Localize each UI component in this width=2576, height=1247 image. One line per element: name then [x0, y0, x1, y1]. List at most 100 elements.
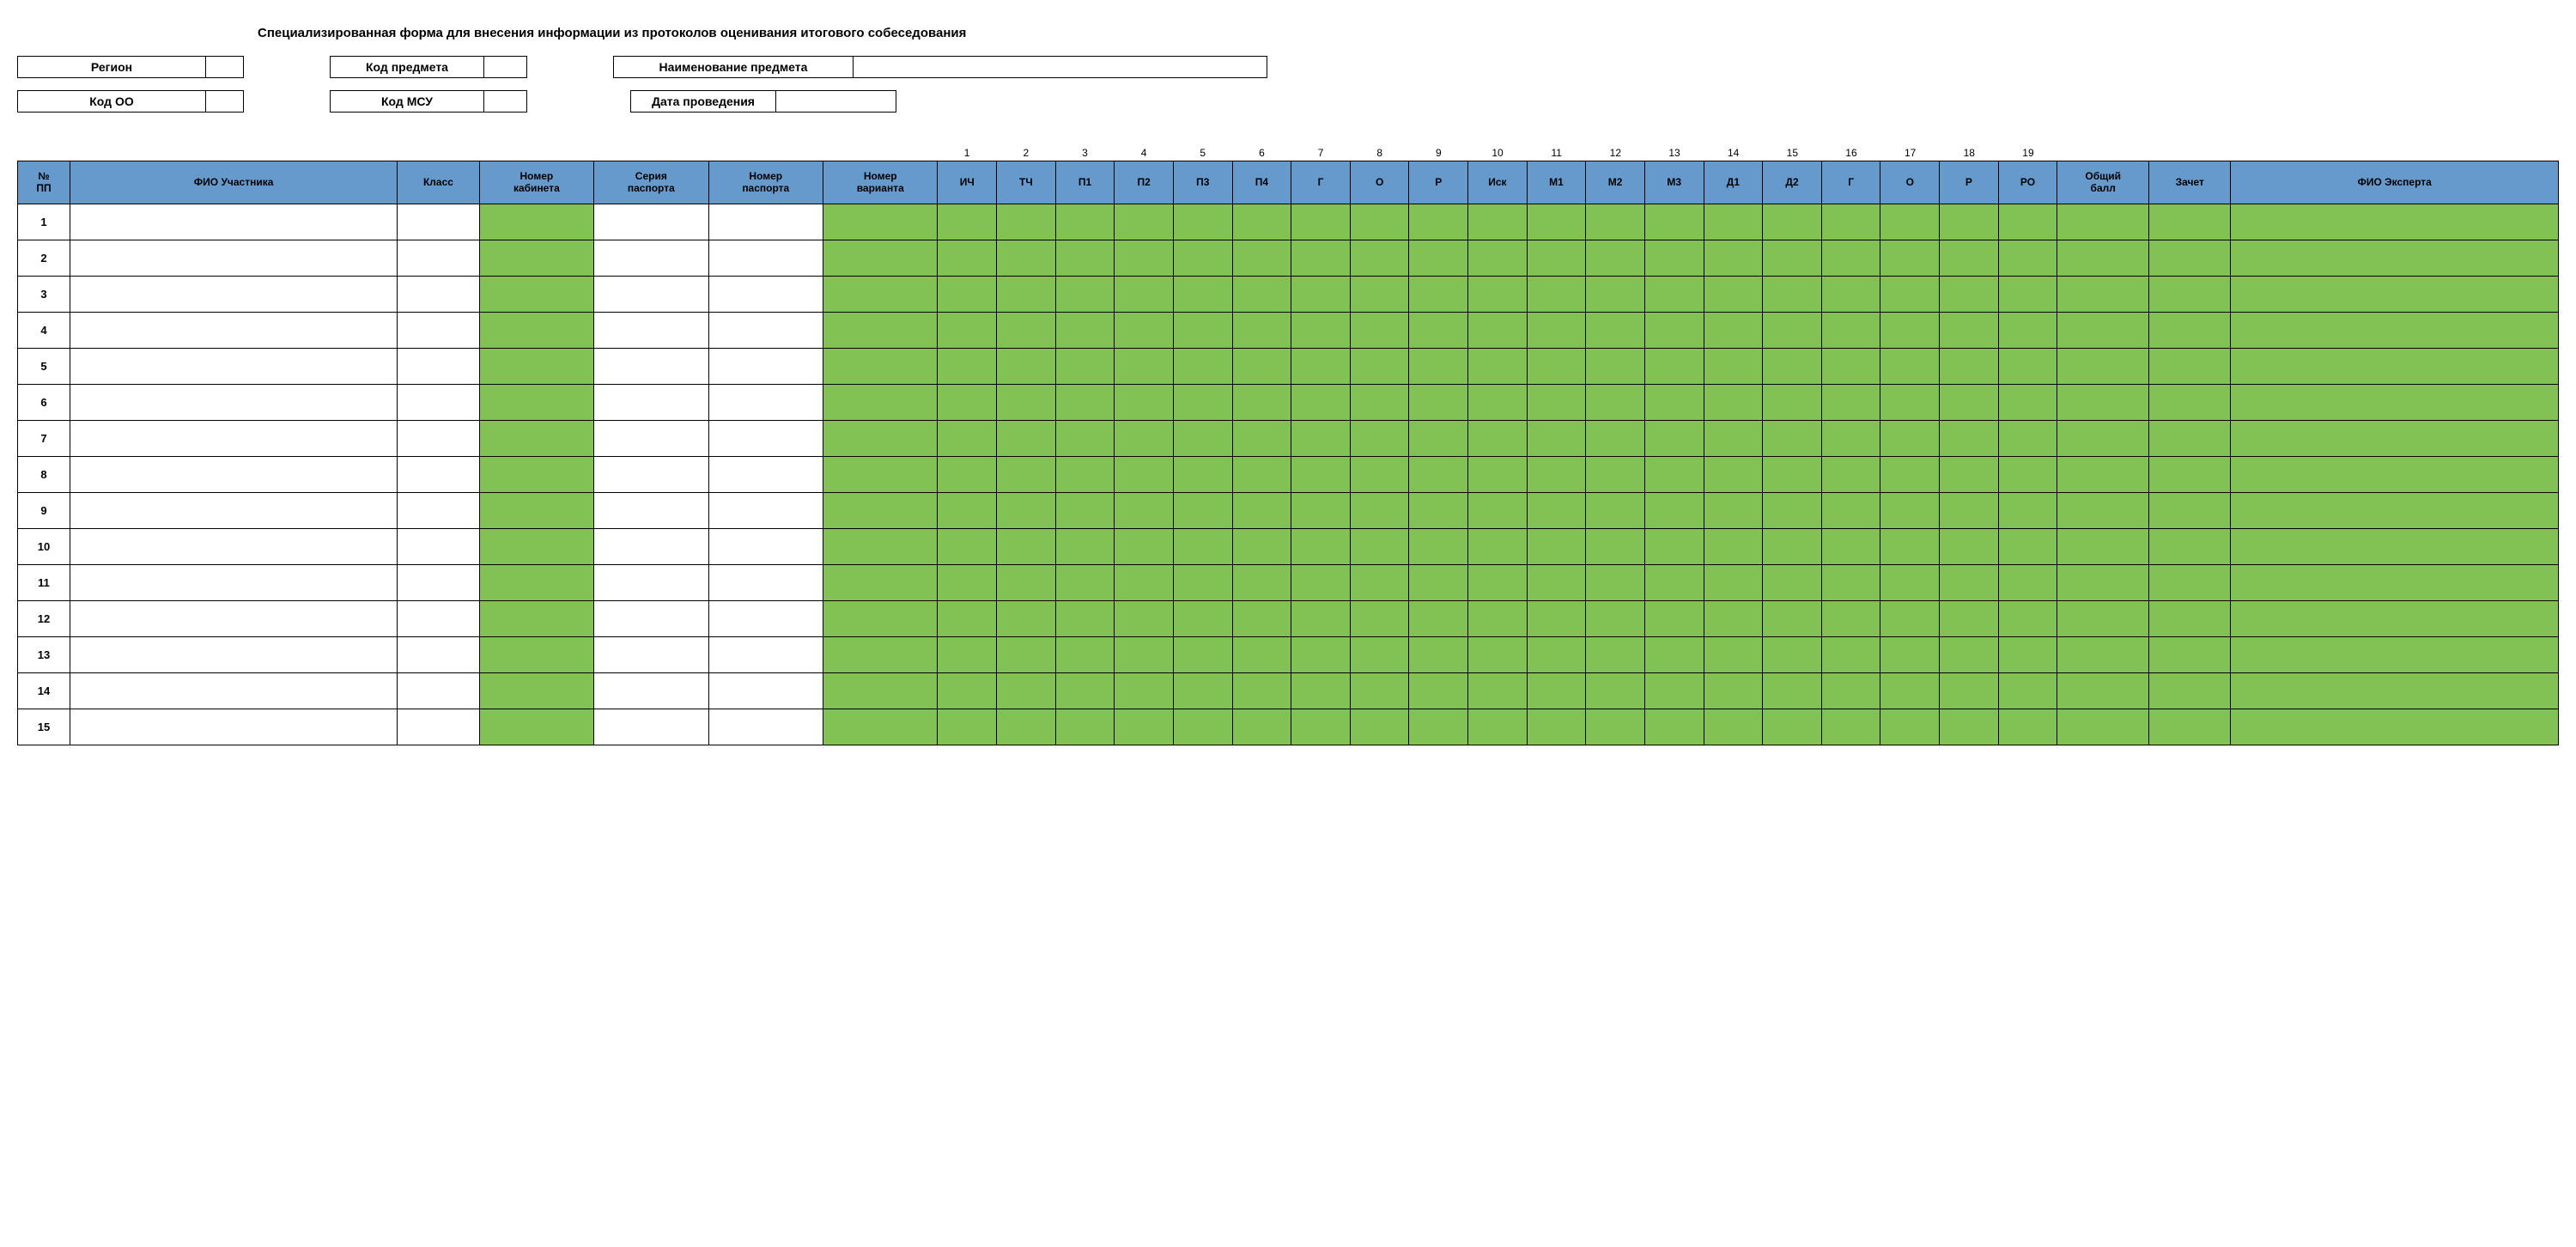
cell-s14[interactable]	[1704, 204, 1763, 240]
cell-s18[interactable]	[1940, 240, 1999, 277]
cell-s9[interactable]	[1409, 421, 1468, 457]
cell-pass[interactable]	[2149, 421, 2231, 457]
cell-s17[interactable]	[1880, 493, 1940, 529]
cell-s19[interactable]	[1998, 601, 2057, 637]
cell-s7[interactable]	[1291, 637, 1351, 673]
cell-pass[interactable]	[2149, 204, 2231, 240]
cell-s3[interactable]	[1055, 421, 1115, 457]
cell-pass[interactable]	[2149, 493, 2231, 529]
cell-s5[interactable]	[1173, 349, 1232, 385]
cell-total[interactable]	[2057, 673, 2149, 709]
cell-expert[interactable]	[2231, 240, 2559, 277]
cell-s11[interactable]	[1527, 673, 1586, 709]
cell-variant[interactable]	[823, 277, 938, 313]
cell-class[interactable]	[398, 529, 479, 565]
cell-pass_s[interactable]	[594, 601, 708, 637]
cell-s14[interactable]	[1704, 421, 1763, 457]
cell-s6[interactable]	[1232, 240, 1291, 277]
cell-s10[interactable]	[1468, 385, 1528, 421]
cell-s18[interactable]	[1940, 709, 1999, 745]
cell-s4[interactable]	[1115, 709, 1174, 745]
cell-s17[interactable]	[1880, 240, 1940, 277]
cell-s12[interactable]	[1586, 204, 1645, 240]
cell-s8[interactable]	[1350, 421, 1409, 457]
cell-pass_s[interactable]	[594, 673, 708, 709]
cell-s14[interactable]	[1704, 457, 1763, 493]
cell-s19[interactable]	[1998, 709, 2057, 745]
cell-s18[interactable]	[1940, 457, 1999, 493]
cell-s8[interactable]	[1350, 457, 1409, 493]
cell-s7[interactable]	[1291, 385, 1351, 421]
cell-s6[interactable]	[1232, 709, 1291, 745]
cell-s5[interactable]	[1173, 637, 1232, 673]
cell-s12[interactable]	[1586, 421, 1645, 457]
cell-s1[interactable]	[938, 204, 997, 240]
cell-s9[interactable]	[1409, 601, 1468, 637]
cell-pass[interactable]	[2149, 709, 2231, 745]
cell-s17[interactable]	[1880, 385, 1940, 421]
cell-s14[interactable]	[1704, 493, 1763, 529]
cell-s16[interactable]	[1821, 457, 1880, 493]
cell-s16[interactable]	[1821, 709, 1880, 745]
meta-value[interactable]	[206, 90, 244, 113]
cell-s2[interactable]	[997, 385, 1056, 421]
cell-class[interactable]	[398, 673, 479, 709]
cell-s3[interactable]	[1055, 565, 1115, 601]
cell-class[interactable]	[398, 637, 479, 673]
cell-s18[interactable]	[1940, 565, 1999, 601]
cell-pass_n[interactable]	[708, 421, 823, 457]
cell-s5[interactable]	[1173, 313, 1232, 349]
cell-s6[interactable]	[1232, 637, 1291, 673]
cell-pass_n[interactable]	[708, 673, 823, 709]
cell-s18[interactable]	[1940, 601, 1999, 637]
cell-s19[interactable]	[1998, 421, 2057, 457]
cell-class[interactable]	[398, 709, 479, 745]
cell-expert[interactable]	[2231, 421, 2559, 457]
cell-s19[interactable]	[1998, 385, 2057, 421]
cell-s15[interactable]	[1763, 529, 1822, 565]
cell-s16[interactable]	[1821, 493, 1880, 529]
cell-class[interactable]	[398, 277, 479, 313]
cell-s11[interactable]	[1527, 240, 1586, 277]
cell-s17[interactable]	[1880, 673, 1940, 709]
cell-s6[interactable]	[1232, 349, 1291, 385]
cell-s9[interactable]	[1409, 529, 1468, 565]
cell-pass_n[interactable]	[708, 349, 823, 385]
cell-s3[interactable]	[1055, 349, 1115, 385]
cell-s12[interactable]	[1586, 385, 1645, 421]
cell-s1[interactable]	[938, 313, 997, 349]
cell-s4[interactable]	[1115, 529, 1174, 565]
cell-s5[interactable]	[1173, 493, 1232, 529]
cell-pass_s[interactable]	[594, 240, 708, 277]
cell-s5[interactable]	[1173, 529, 1232, 565]
cell-room[interactable]	[479, 709, 593, 745]
cell-s14[interactable]	[1704, 637, 1763, 673]
cell-fio[interactable]	[70, 673, 398, 709]
cell-s2[interactable]	[997, 240, 1056, 277]
cell-s8[interactable]	[1350, 277, 1409, 313]
cell-s14[interactable]	[1704, 313, 1763, 349]
cell-s7[interactable]	[1291, 313, 1351, 349]
cell-class[interactable]	[398, 565, 479, 601]
cell-s13[interactable]	[1644, 529, 1704, 565]
cell-s1[interactable]	[938, 277, 997, 313]
cell-pass[interactable]	[2149, 529, 2231, 565]
cell-s19[interactable]	[1998, 277, 2057, 313]
cell-s6[interactable]	[1232, 565, 1291, 601]
cell-s10[interactable]	[1468, 601, 1528, 637]
cell-fio[interactable]	[70, 529, 398, 565]
cell-s2[interactable]	[997, 493, 1056, 529]
meta-value[interactable]	[854, 56, 1267, 78]
cell-s16[interactable]	[1821, 565, 1880, 601]
cell-s13[interactable]	[1644, 457, 1704, 493]
cell-s5[interactable]	[1173, 709, 1232, 745]
cell-expert[interactable]	[2231, 637, 2559, 673]
cell-s10[interactable]	[1468, 313, 1528, 349]
cell-s15[interactable]	[1763, 565, 1822, 601]
cell-expert[interactable]	[2231, 385, 2559, 421]
cell-s3[interactable]	[1055, 240, 1115, 277]
cell-s19[interactable]	[1998, 637, 2057, 673]
cell-s6[interactable]	[1232, 421, 1291, 457]
cell-s13[interactable]	[1644, 349, 1704, 385]
cell-s7[interactable]	[1291, 601, 1351, 637]
